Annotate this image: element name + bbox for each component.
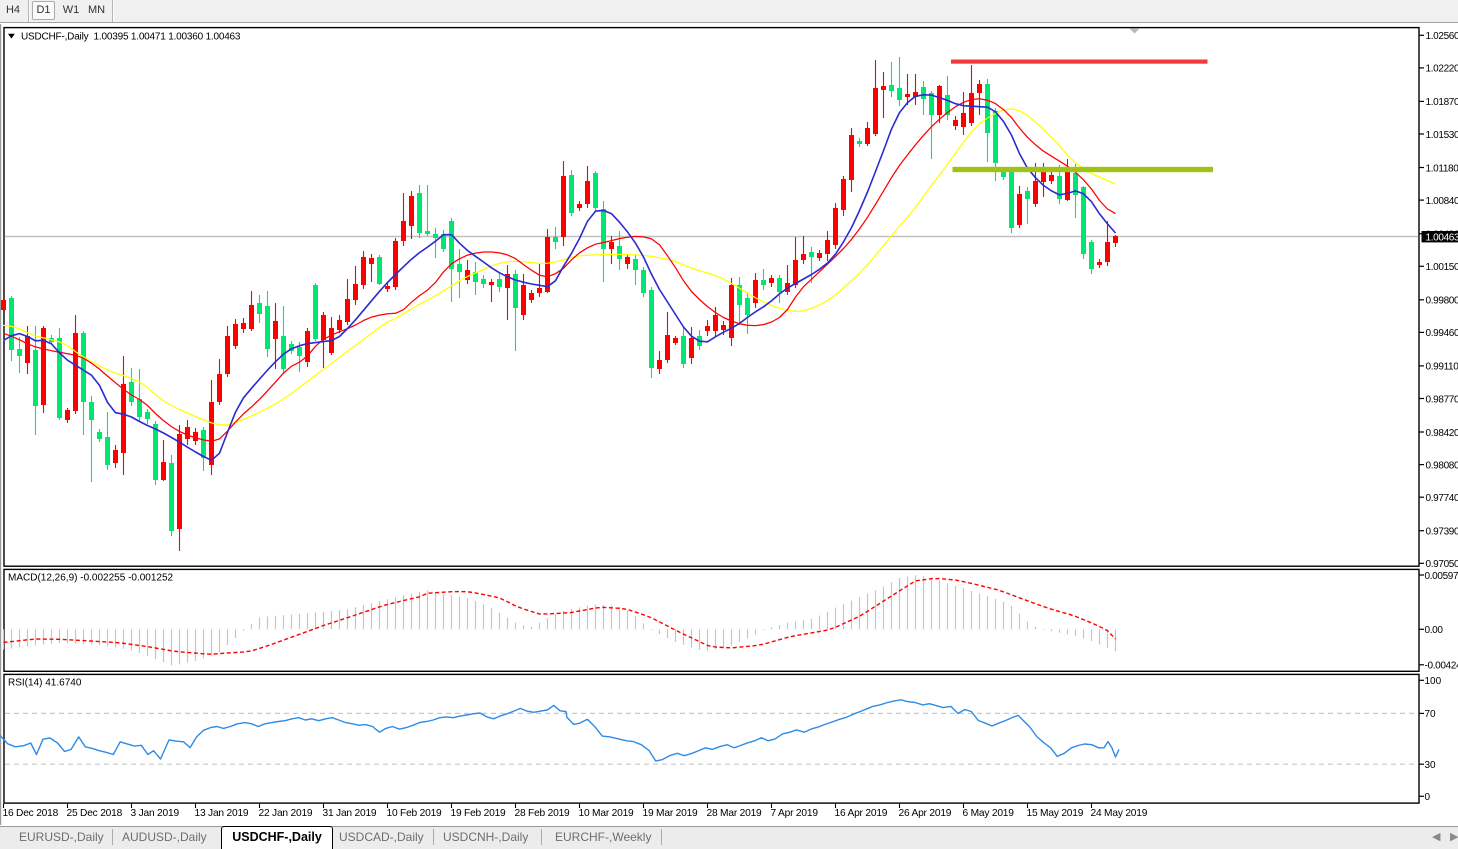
- svg-text:1.00150: 1.00150: [1426, 262, 1458, 273]
- svg-text:19 Mar 2019: 19 Mar 2019: [643, 808, 699, 819]
- svg-text:16 Dec 2018: 16 Dec 2018: [3, 808, 59, 819]
- svg-text:0.97390: 0.97390: [1426, 527, 1458, 538]
- svg-text:31 Jan 2019: 31 Jan 2019: [323, 808, 377, 819]
- svg-text:100: 100: [1425, 676, 1442, 687]
- svg-text:1.02220: 1.02220: [1426, 64, 1458, 75]
- svg-text:22 Jan 2019: 22 Jan 2019: [259, 808, 313, 819]
- svg-text:1.01180: 1.01180: [1426, 163, 1458, 174]
- svg-text:70: 70: [1425, 709, 1437, 720]
- svg-text:0.00597: 0.00597: [1425, 571, 1458, 582]
- svg-text:0.99800: 0.99800: [1426, 296, 1458, 307]
- svg-text:MACD(12,26,9) -0.002255 -0.001: MACD(12,26,9) -0.002255 -0.001252: [8, 573, 174, 584]
- svg-text:28 Mar 2019: 28 Mar 2019: [707, 808, 763, 819]
- svg-text:0.98080: 0.98080: [1426, 460, 1458, 471]
- svg-text:0.99460: 0.99460: [1426, 328, 1458, 339]
- svg-text:13 Jan 2019: 13 Jan 2019: [195, 808, 249, 819]
- svg-text:19 Feb 2019: 19 Feb 2019: [451, 808, 507, 819]
- svg-text:1.01530: 1.01530: [1426, 130, 1458, 141]
- svg-text:0.97740: 0.97740: [1426, 493, 1458, 504]
- svg-text:16 Apr 2019: 16 Apr 2019: [835, 808, 888, 819]
- svg-text:RSI(14) 41.6740: RSI(14) 41.6740: [8, 678, 82, 689]
- svg-text:USDCHF-,Daily 1.00395 1.00471: USDCHF-,Daily 1.00395 1.00471 1.00360 1.…: [21, 32, 241, 43]
- svg-text:15 May 2019: 15 May 2019: [1027, 808, 1084, 819]
- svg-text:25 Dec 2018: 25 Dec 2018: [67, 808, 123, 819]
- svg-text:10 Mar 2019: 10 Mar 2019: [579, 808, 635, 819]
- svg-text:0.00: 0.00: [1425, 625, 1444, 636]
- svg-text:1.00840: 1.00840: [1426, 196, 1458, 207]
- svg-text:7 Apr 2019: 7 Apr 2019: [771, 808, 819, 819]
- svg-text:30: 30: [1425, 760, 1437, 771]
- svg-text:0.99110: 0.99110: [1426, 362, 1458, 373]
- svg-text:1.01870: 1.01870: [1426, 97, 1458, 108]
- svg-text:3 Jan 2019: 3 Jan 2019: [131, 808, 180, 819]
- svg-text:0: 0: [1425, 792, 1431, 803]
- svg-text:0.98420: 0.98420: [1426, 428, 1458, 439]
- svg-text:26 Apr 2019: 26 Apr 2019: [899, 808, 952, 819]
- svg-text:10 Feb 2019: 10 Feb 2019: [387, 808, 443, 819]
- svg-text:28 Feb 2019: 28 Feb 2019: [515, 808, 571, 819]
- svg-text:6 May 2019: 6 May 2019: [963, 808, 1015, 819]
- svg-text:0.97050: 0.97050: [1426, 559, 1458, 570]
- svg-text:0.98770: 0.98770: [1426, 394, 1458, 405]
- svg-text:24 May 2019: 24 May 2019: [1091, 808, 1148, 819]
- svg-text:1.00463: 1.00463: [1426, 232, 1458, 243]
- svg-text:-0.00424: -0.00424: [1425, 661, 1458, 672]
- svg-text:1.02560: 1.02560: [1426, 31, 1458, 42]
